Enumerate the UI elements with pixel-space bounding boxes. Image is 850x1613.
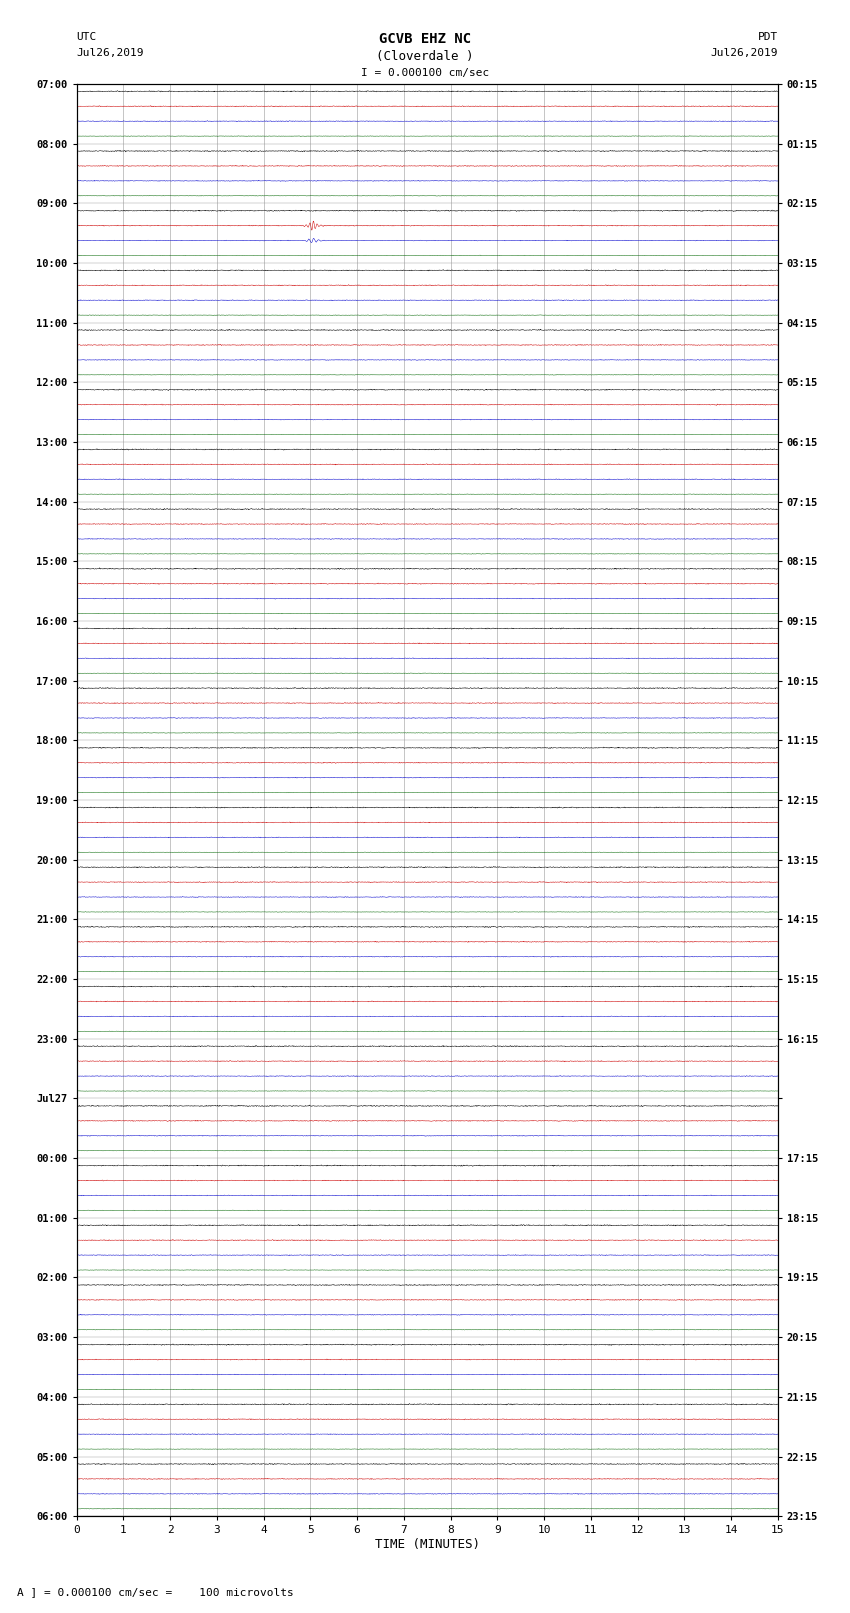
Text: (Cloverdale ): (Cloverdale ) (377, 50, 473, 63)
X-axis label: TIME (MINUTES): TIME (MINUTES) (375, 1539, 479, 1552)
Text: GCVB EHZ NC: GCVB EHZ NC (379, 32, 471, 47)
Text: Jul26,2019: Jul26,2019 (76, 48, 144, 58)
Text: Jul26,2019: Jul26,2019 (711, 48, 778, 58)
Text: I = 0.000100 cm/sec: I = 0.000100 cm/sec (361, 68, 489, 77)
Text: A ] = 0.000100 cm/sec =    100 microvolts: A ] = 0.000100 cm/sec = 100 microvolts (17, 1587, 294, 1597)
Text: UTC: UTC (76, 32, 97, 42)
Text: PDT: PDT (757, 32, 778, 42)
